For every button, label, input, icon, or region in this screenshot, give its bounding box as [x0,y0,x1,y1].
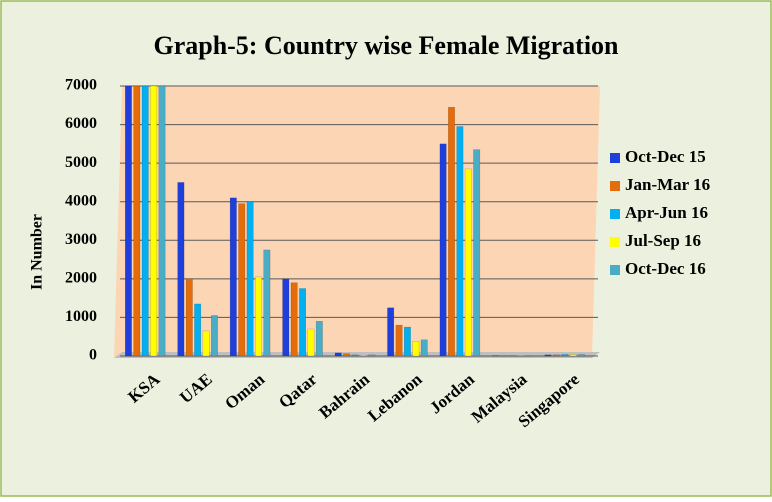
legend-swatch [610,153,620,163]
bar [545,355,551,356]
y-tick-label: 5000 [65,154,97,171]
bar [239,204,245,356]
bar [457,127,463,357]
bar [404,327,410,356]
y-tick-label: 2000 [65,270,97,287]
bar [343,354,349,356]
legend-label: Jan-Mar 16 [625,175,710,194]
legend-swatch [610,265,620,275]
chart-title: Graph-5: Country wise Female Migration [153,31,619,60]
bar [150,86,156,356]
bar [448,107,454,356]
bar [335,353,341,356]
bar [264,250,270,356]
y-tick-label: 4000 [65,192,97,209]
y-tick-label: 7000 [65,77,97,94]
bar [473,150,479,356]
bar [159,86,165,356]
y-tick-label: 0 [89,347,97,364]
y-axis-label: In Number [29,214,46,290]
bar [570,354,576,356]
bar [211,316,217,357]
bar [255,277,261,356]
bar [194,304,200,356]
bar [299,289,305,357]
y-tick-label: 1000 [65,308,97,325]
legend-label: Jul-Sep 16 [625,231,701,250]
bar [352,355,358,356]
bar [421,340,427,356]
bar [291,283,297,356]
bar [316,321,322,356]
bar [178,182,184,356]
bar [283,279,289,356]
legend-swatch [610,237,620,247]
bar [562,354,568,356]
bar [125,86,131,356]
bar [578,354,584,356]
bar [553,355,559,356]
legend-label: Apr-Jun 16 [625,203,708,222]
bar [134,86,140,356]
legend-swatch [610,209,620,219]
bar [387,308,393,356]
bar [247,202,253,356]
bar [413,341,419,356]
legend-swatch [610,181,620,191]
bar [308,329,314,356]
legend-label: Oct-Dec 16 [625,259,706,278]
bar [440,144,446,356]
bar [465,169,471,356]
y-tick-label: 3000 [65,231,97,248]
y-tick-label: 6000 [65,115,97,132]
bar [369,355,375,356]
bar [396,325,402,356]
bar [230,198,236,356]
bar [142,86,148,356]
bar [203,331,209,356]
bar [360,355,366,356]
bar [186,279,192,356]
legend-label: Oct-Dec 15 [625,147,706,166]
